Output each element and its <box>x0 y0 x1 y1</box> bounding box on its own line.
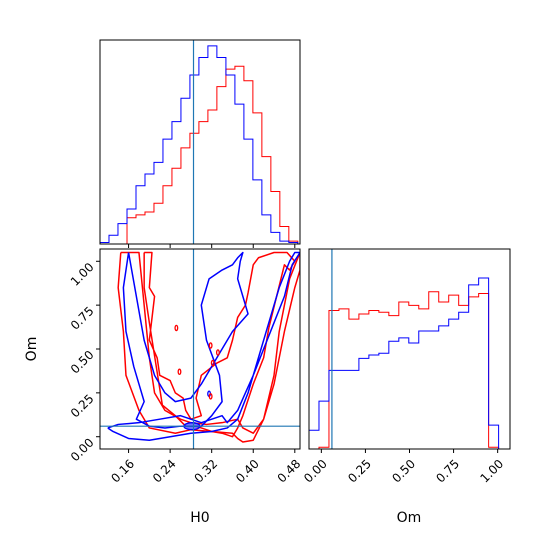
h0-histogram-red <box>100 65 299 244</box>
x-axis-label-h0: H0 <box>190 510 209 526</box>
contour-island-red <box>208 393 213 400</box>
h0-histogram-blue <box>100 45 299 244</box>
om-histogram-blue <box>309 277 509 449</box>
om-tick-label: 0.75 <box>433 457 462 486</box>
contour-blue-2 <box>122 251 249 429</box>
om-tick-label: 0.50 <box>389 457 418 486</box>
contour-island-red <box>215 349 220 356</box>
om-tick-label: 0.00 <box>301 457 330 486</box>
om-histogram-red <box>309 291 509 449</box>
om-tick-label: 1.00 <box>477 457 506 486</box>
om-y-tick-label: 0.75 <box>68 304 97 333</box>
om-histogram-frame <box>308 248 511 450</box>
h0-tick-label: 0.16 <box>108 457 137 486</box>
h0-om-contour-panel: 0.16 0.24 0.32 0.40 0.48 0.00 0.25 0.50 0.75 1.00 <box>68 248 304 486</box>
om-y-tick-label: 0.50 <box>68 348 97 377</box>
om-histogram-panel: 0.00 0.25 0.50 0.75 1.00 <box>301 248 511 486</box>
contour-island-red <box>210 359 215 367</box>
contour-island-red <box>208 342 213 349</box>
contour-red-1 <box>117 251 300 443</box>
om-tick-label: 0.25 <box>345 457 374 486</box>
contour-island-red <box>174 324 179 332</box>
contour-island-red <box>177 368 182 376</box>
contour-red-0 <box>143 251 296 438</box>
h0-tick-label: 0.32 <box>191 457 220 486</box>
om-y-tick-label: 0.00 <box>68 435 97 464</box>
h0-tick-label: 0.40 <box>233 457 262 486</box>
h0-histogram-frame <box>99 39 301 245</box>
y-axis-label-om: Om <box>24 337 40 362</box>
x-axis-label-om: Om <box>397 510 422 526</box>
h0-histogram-panel <box>99 39 301 248</box>
h0-tick-label: 0.48 <box>275 457 304 486</box>
contour-blue-3 <box>107 251 300 441</box>
om-y-tick-label: 0.25 <box>68 392 97 421</box>
h0-tick-label: 0.24 <box>150 457 179 486</box>
om-y-tick-label: 1.00 <box>68 260 97 289</box>
